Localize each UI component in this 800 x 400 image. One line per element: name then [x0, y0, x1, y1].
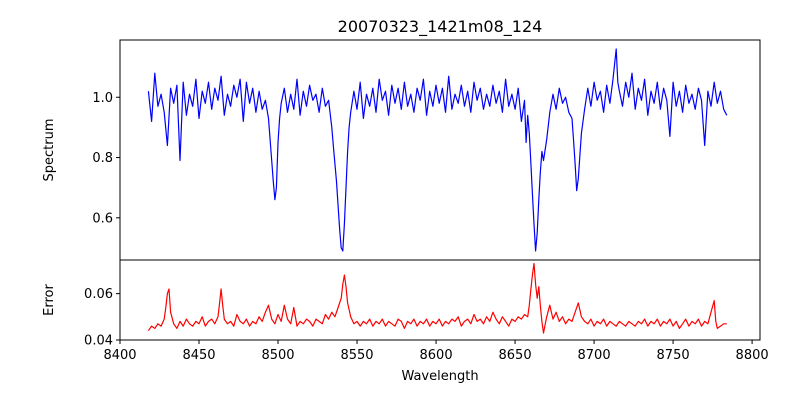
x-tick-label: 8650 — [499, 348, 532, 363]
x-tick-label: 8450 — [182, 348, 215, 363]
error-axes-frame — [119, 259, 761, 341]
spectrum-y-axis-label: Spectrum — [42, 119, 57, 182]
error-y-axis-label: Error — [42, 284, 57, 316]
spectrum-y-tick-label: 0.8 — [92, 151, 113, 166]
spectrum-y-tick-label: 1.0 — [92, 91, 113, 106]
spectrum-series-line — [147, 48, 728, 252]
x-axis: 8400 8450 8500 8550 8600 8650 8700 8750 8800 — [103, 340, 769, 363]
x-tick-label: 8700 — [578, 348, 611, 363]
error-y-tick-label: 0.04 — [84, 334, 113, 349]
x-tick-label: 8750 — [657, 348, 690, 363]
x-tick-label: 8500 — [261, 348, 294, 363]
error-panel: 0.04 0.06 Error — [42, 259, 761, 349]
x-tick-label: 8550 — [340, 348, 373, 363]
spectrum-y-tick-label: 0.6 — [92, 211, 113, 226]
error-y-tick-label: 0.06 — [84, 287, 113, 302]
x-tick-label: 8400 — [103, 348, 136, 363]
error-series-line — [147, 262, 727, 334]
x-tick-label: 8800 — [736, 348, 769, 363]
x-tick-label: 8600 — [420, 348, 453, 363]
chart-title: 20070323_1421m08_124 — [338, 17, 543, 37]
x-axis-label: Wavelength — [401, 369, 478, 384]
